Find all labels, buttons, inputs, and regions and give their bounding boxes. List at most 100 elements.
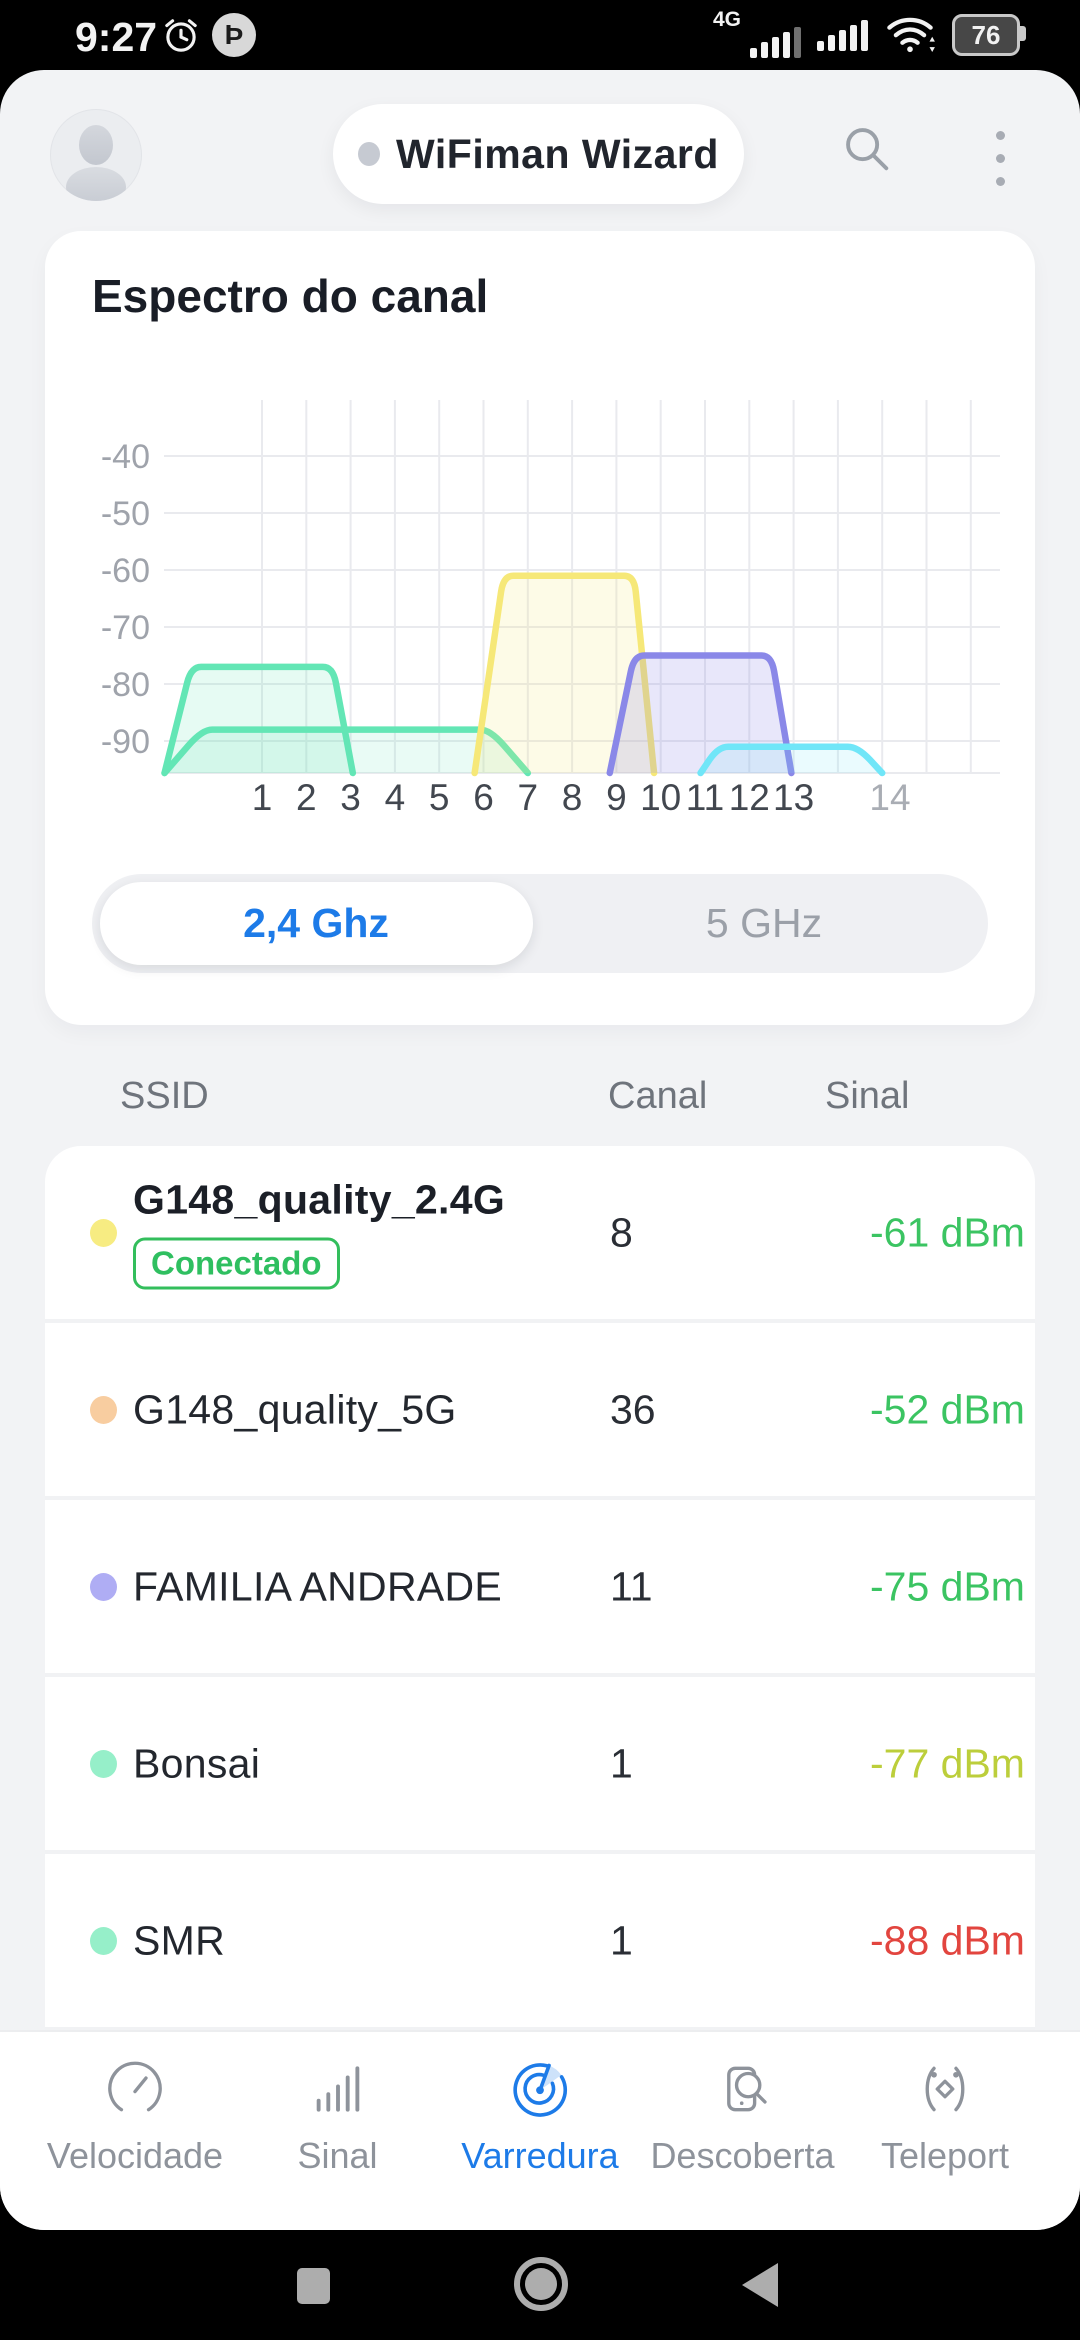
table-row-partial	[45, 2027, 1035, 2030]
nav-label: Sinal	[297, 2135, 378, 2176]
app-title: WiFiman Wizard	[396, 130, 719, 177]
svg-text:10: 10	[640, 777, 681, 818]
svg-text:-70: -70	[101, 609, 150, 647]
band-option-24ghz[interactable]: 2,4 Ghz	[243, 900, 389, 946]
header-ssid: SSID	[120, 1075, 209, 1117]
svg-text:9: 9	[606, 777, 627, 818]
svg-text:-60: -60	[101, 552, 150, 590]
ssid-label: G148_quality_5G	[133, 1386, 457, 1432]
spectrum-card: Espectro do canal -40 -50 -60 -70 -80 -90 1 2 3 4…	[45, 231, 1035, 1025]
status-bar: 9:27 Þ 4G	[0, 0, 1080, 70]
nav-label: Velocidade	[46, 2135, 224, 2176]
table-row[interactable]: SMR 1 -88 dBm	[45, 1850, 1035, 2027]
signal-value: -88 dBm	[870, 1917, 1025, 1963]
ssid-label: Bonsai	[133, 1740, 261, 1786]
ssid-label: FAMILIA ANDRADE	[133, 1563, 503, 1609]
svg-text:14: 14	[869, 777, 910, 818]
ssid-color-dot-icon	[90, 1395, 117, 1424]
network-type-label: 4G	[713, 8, 742, 31]
table-row[interactable]: FAMILIA ANDRADE 11 -75 dBm	[45, 1496, 1035, 1673]
app-title-pill[interactable]: WiFiman Wizard	[333, 104, 744, 204]
band-option-5ghz[interactable]: 5 GHz	[705, 900, 823, 946]
ssid-block: G148_quality_2.4G Conectado	[133, 1176, 505, 1289]
connected-badge: Conectado	[133, 1237, 340, 1289]
cellular-signal2-icon	[817, 19, 868, 51]
home-button[interactable]	[514, 2257, 568, 2311]
network-table-body: G148_quality_2.4G Conectado 8 -61 dBm G148_q…	[45, 1146, 1035, 2030]
nav-label: Descoberta	[650, 2135, 835, 2176]
cellular-signal-icon: 4G	[713, 8, 801, 62]
app-surface: WiFiman Wizard Espectro do canal -40 -50 -…	[0, 70, 1080, 2230]
android-nav-bar	[0, 2230, 1080, 2340]
signal-value: -75 dBm	[870, 1563, 1025, 1609]
svg-text:1: 1	[252, 777, 273, 818]
svg-text:-90: -90	[101, 723, 150, 761]
clock: 9:27	[75, 14, 158, 60]
table-row[interactable]: G148_quality_2.4G Conectado 8 -61 dBm	[45, 1146, 1035, 1319]
teleport-icon	[914, 2058, 976, 2125]
nav-label: Varredura	[461, 2135, 619, 2176]
ssid-color-dot-icon	[90, 1572, 117, 1601]
nav-item-teleport[interactable]: Teleport	[850, 2032, 1040, 2230]
signal-bars-icon	[307, 2058, 369, 2125]
channel-value: 36	[610, 1386, 656, 1432]
alarm-icon	[160, 14, 202, 61]
nav-item-descoberta[interactable]: Descoberta	[648, 2032, 838, 2230]
channel-value: 1	[610, 1917, 633, 1963]
battery-icon: 76	[952, 14, 1026, 56]
card-title: Espectro do canal	[92, 270, 489, 322]
back-button[interactable]	[742, 2263, 778, 2307]
avatar-head	[79, 125, 113, 165]
battery-percent: 76	[971, 19, 1001, 50]
ssid-block: G148_quality_5G	[133, 1386, 457, 1433]
overflow-menu-icon[interactable]	[990, 125, 1011, 192]
status-dot-icon	[358, 142, 381, 166]
nav-item-varredura[interactable]: Varredura	[445, 2032, 635, 2230]
notification-app-icon: Þ	[212, 13, 256, 57]
band-toggle-thumb	[100, 882, 533, 965]
header-sinal: Sinal	[825, 1075, 910, 1117]
channel-value: 1	[610, 1740, 633, 1786]
svg-text:6: 6	[473, 777, 494, 818]
svg-text:12: 12	[729, 777, 770, 818]
signal-value: -52 dBm	[870, 1386, 1025, 1432]
device-search-icon	[712, 2058, 774, 2125]
search-icon[interactable]	[840, 122, 896, 183]
table-row[interactable]: G148_quality_5G 36 -52 dBm	[45, 1319, 1035, 1496]
bottom-nav: Velocidade Sinal	[0, 2030, 1080, 2230]
svg-text:11: 11	[686, 777, 724, 818]
channel-value: 8	[610, 1209, 633, 1255]
signal-value: -61 dBm	[870, 1209, 1025, 1255]
svg-text:7: 7	[518, 777, 539, 818]
header-canal: Canal	[608, 1075, 708, 1117]
ssid-label: G148_quality_2.4G	[133, 1176, 506, 1222]
spectrum-chart: -40-50-60-70-80-901 2 3 4 5 6 7 8 9 10 11 12 13 14	[101, 400, 1000, 818]
svg-text:-40: -40	[101, 438, 150, 476]
avatar-body	[66, 167, 126, 201]
svg-text:4: 4	[385, 777, 406, 818]
svg-text:5: 5	[429, 777, 450, 818]
svg-text:8: 8	[562, 777, 583, 818]
status-icons: 4G 76	[713, 0, 1026, 70]
svg-text:-80: -80	[101, 666, 150, 704]
ssid-block: Bonsai	[133, 1740, 260, 1787]
ssid-color-dot-icon	[90, 1749, 117, 1778]
nav-item-velocidade[interactable]: Velocidade	[40, 2032, 230, 2230]
ssid-label: SMR	[133, 1917, 226, 1963]
table-header: SSID Canal Sinal	[0, 1075, 1080, 1135]
recents-button[interactable]	[297, 2268, 330, 2304]
avatar[interactable]	[50, 109, 142, 201]
channel-value: 11	[610, 1563, 653, 1609]
svg-text:3: 3	[340, 777, 361, 818]
nav-label: Teleport	[880, 2135, 1010, 2176]
nav-item-sinal[interactable]: Sinal	[243, 2032, 433, 2230]
radar-icon	[509, 2058, 571, 2125]
band-toggle: 2,4 Ghz 5 GHz	[92, 874, 988, 973]
svg-text:13: 13	[773, 777, 814, 818]
ssid-block: SMR	[133, 1917, 225, 1964]
ssid-block: FAMILIA ANDRADE	[133, 1563, 502, 1610]
table-row[interactable]: Bonsai 1 -77 dBm	[45, 1673, 1035, 1850]
ssid-color-dot-icon	[90, 1926, 117, 1955]
signal-value: -77 dBm	[870, 1740, 1025, 1786]
